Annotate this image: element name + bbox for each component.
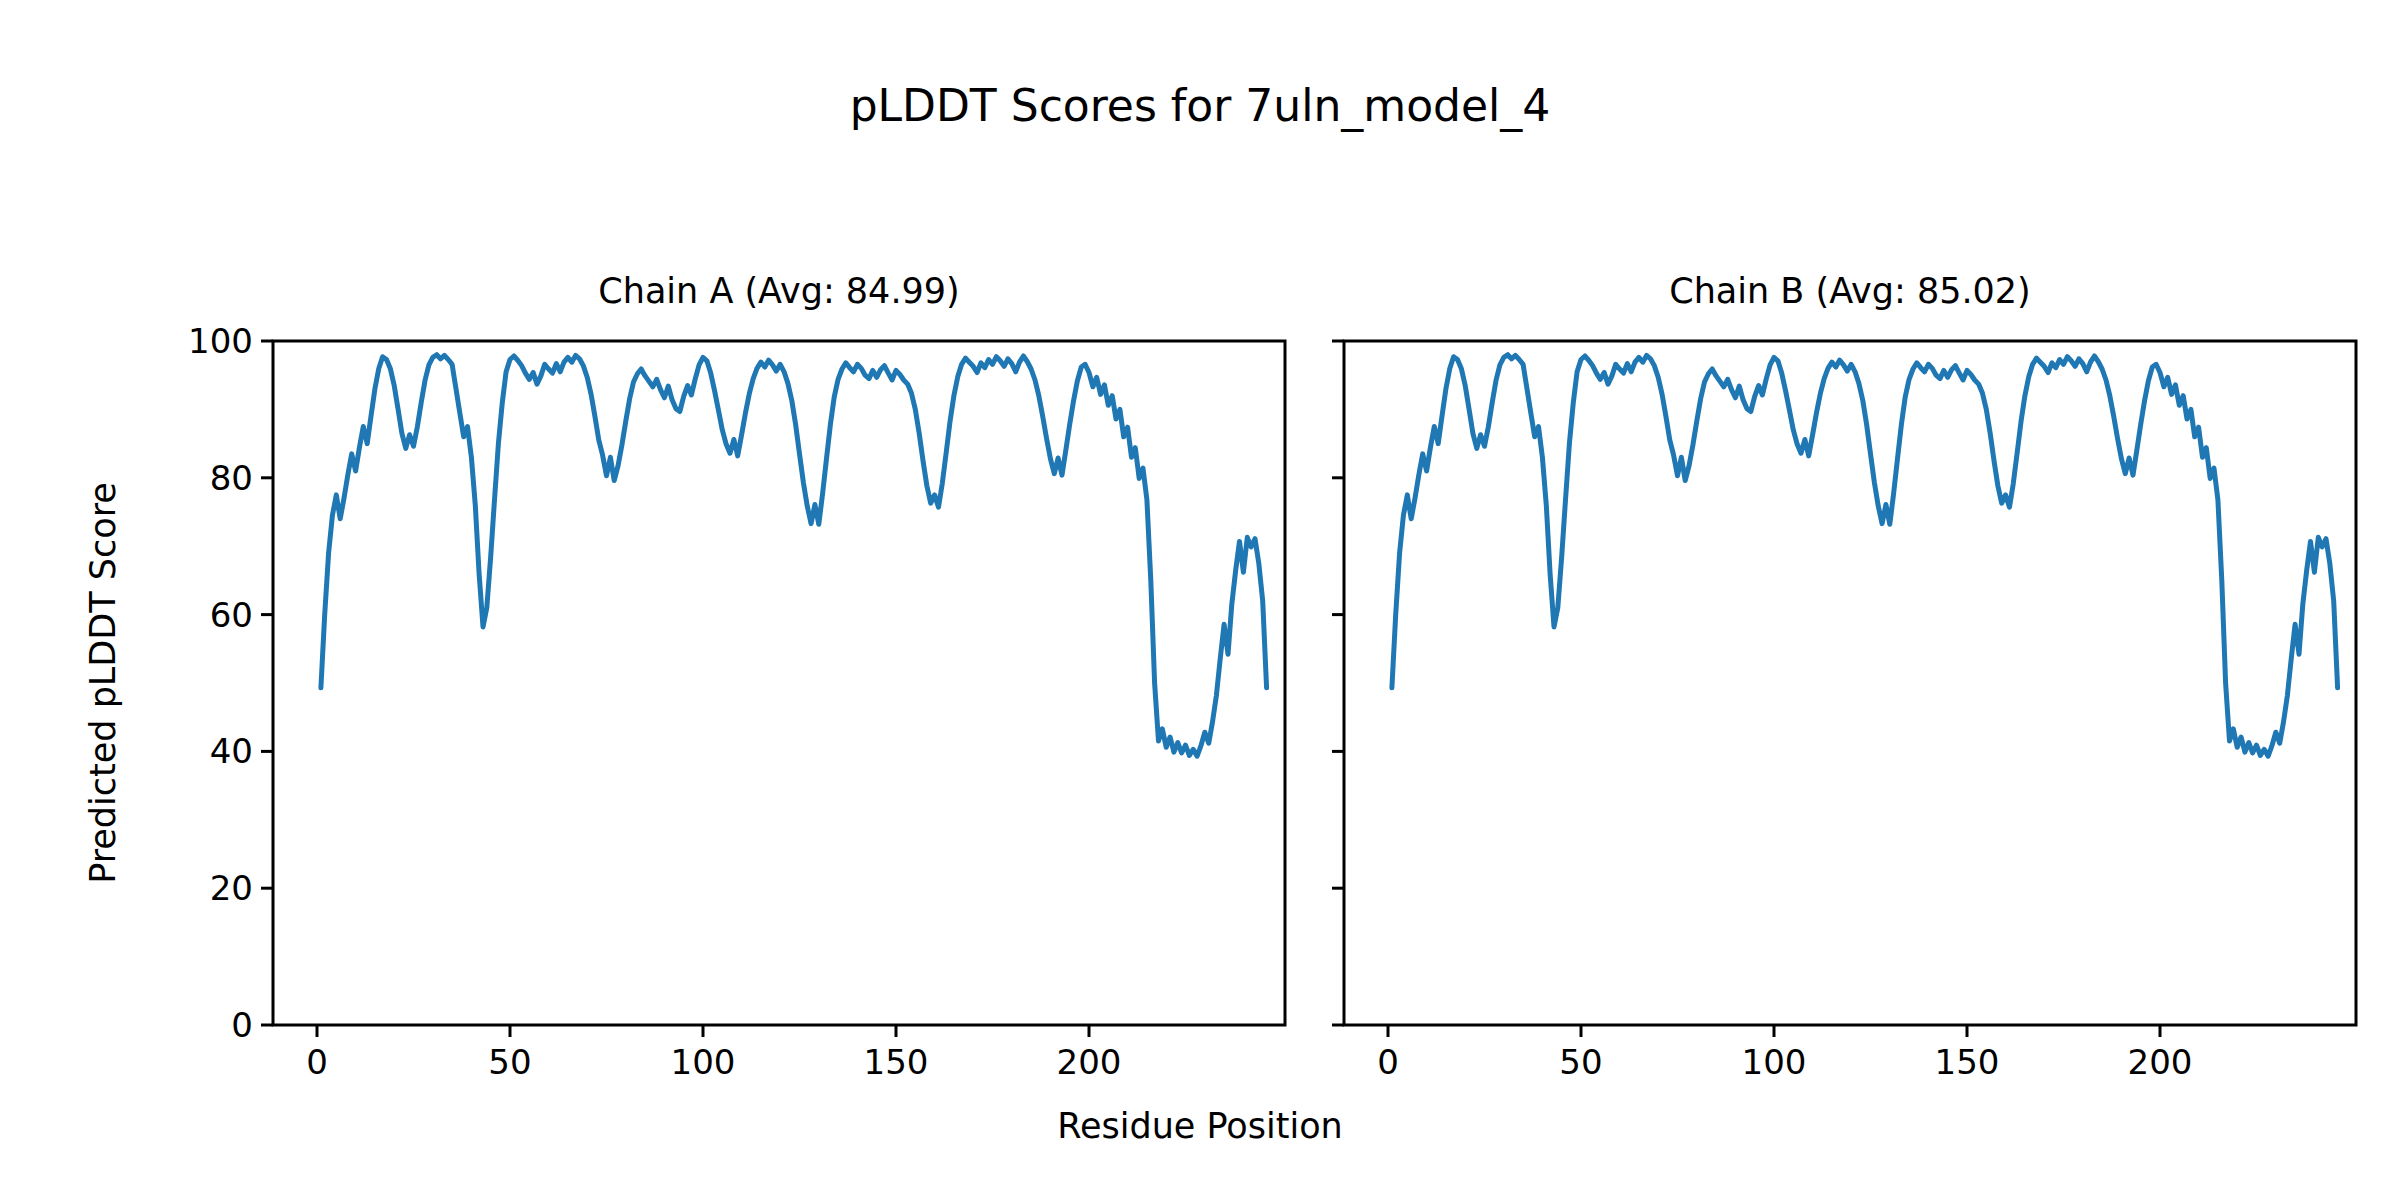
x-tick-label: 200 [2080, 1045, 2240, 1079]
y-tick-label: 40 [133, 734, 253, 768]
x-tick-label: 50 [430, 1045, 590, 1079]
x-tick-label: 150 [816, 1045, 976, 1079]
axes-box-chain-a [273, 341, 1285, 1025]
x-tick-label: 150 [1887, 1045, 2047, 1079]
plots-canvas [0, 0, 2400, 1200]
axes-box-chain-b [1344, 341, 2356, 1025]
y-tick-label: 80 [133, 461, 253, 495]
y-tick-label: 60 [133, 598, 253, 632]
figure: pLDDT Scores for 7uln_model_4 Chain A (A… [0, 0, 2400, 1200]
x-tick-label: 100 [1694, 1045, 1854, 1079]
y-tick-label: 100 [133, 324, 253, 358]
x-tick-label: 100 [623, 1045, 783, 1079]
y-tick-label: 0 [133, 1008, 253, 1042]
plddt-line-chain-b [1392, 355, 2338, 757]
x-tick-label: 0 [237, 1045, 397, 1079]
plddt-line-chain-a [321, 355, 1267, 757]
x-tick-label: 200 [1009, 1045, 1169, 1079]
x-tick-label: 50 [1501, 1045, 1661, 1079]
x-tick-label: 0 [1308, 1045, 1468, 1079]
y-tick-label: 20 [133, 871, 253, 905]
